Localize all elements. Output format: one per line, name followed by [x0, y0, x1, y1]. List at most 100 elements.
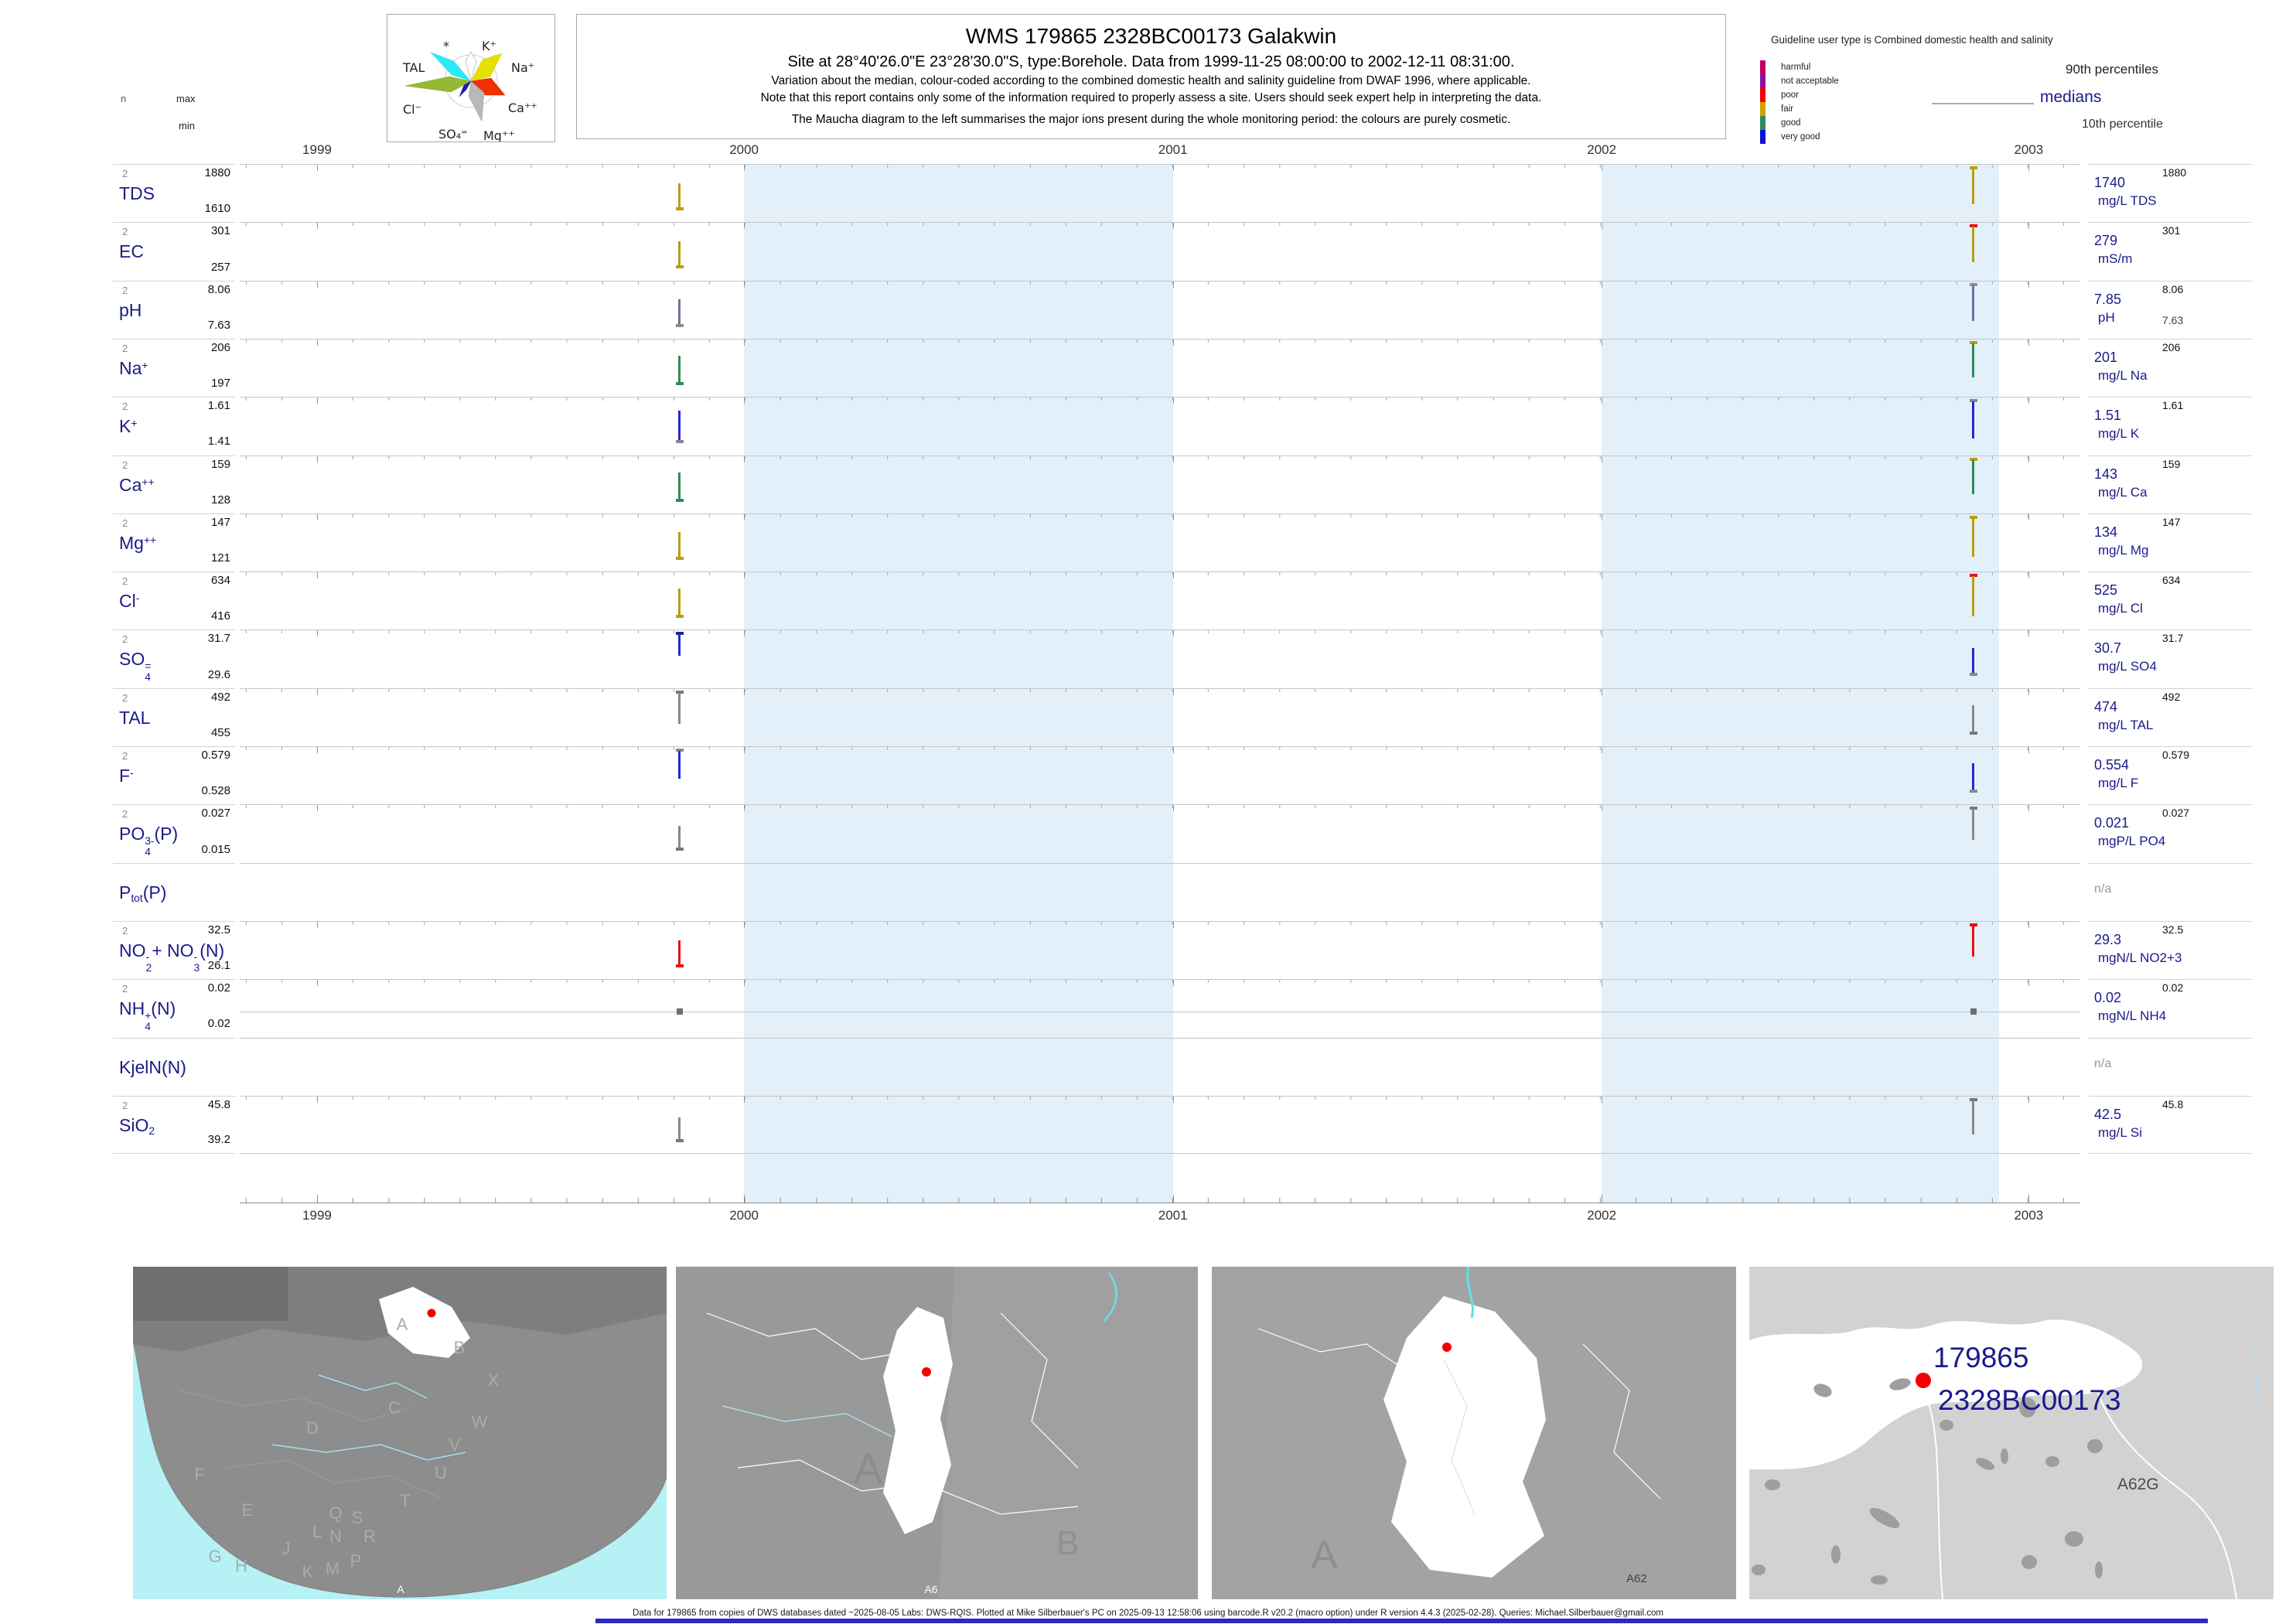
- site-line: Site at 28°40'26.0"E 23°28'30.0"S, type:…: [787, 53, 1515, 70]
- year-tick: [1172, 630, 1174, 637]
- sample-count: 2: [122, 575, 128, 588]
- max-value: 634: [210, 574, 230, 588]
- year-tick: [316, 747, 318, 753]
- maucha-lobe-k: [465, 51, 477, 83]
- legend-medians: medians: [2040, 88, 2102, 106]
- map-catchment-a62: A A62: [1212, 1267, 1736, 1599]
- sample-marker-line: [1972, 1100, 1975, 1134]
- maucha-lobe-cl: [404, 76, 472, 93]
- year-tick: [2028, 397, 2030, 404]
- year-tick: [2028, 339, 2030, 346]
- sample-marker-line: [1972, 169, 1975, 204]
- year-tick: [316, 805, 318, 812]
- min-value: 29.6: [207, 667, 230, 681]
- year-tick: [744, 1096, 745, 1103]
- median-value: 1.51: [2094, 408, 2122, 424]
- year-tick: [316, 281, 318, 288]
- region-letter-b: B: [1056, 1524, 1079, 1562]
- month-ticks: [240, 223, 2080, 227]
- sample-count: 2: [122, 691, 128, 704]
- river: [271, 1444, 466, 1461]
- sample-marker-cap: [1969, 166, 1977, 169]
- year-tick: [316, 921, 318, 928]
- maucha-lobe-so4: [459, 80, 472, 97]
- year-tick: [2028, 1096, 2030, 1103]
- year-tick: [316, 1096, 318, 1103]
- sample-marker-cap: [675, 556, 684, 560]
- sample-marker-cap: [1969, 457, 1977, 461]
- drainage-letter-W: W: [472, 1412, 488, 1431]
- catchment-boundary: [706, 1312, 909, 1360]
- min-value: 0.528: [201, 784, 230, 798]
- map-corner-shade: [133, 1267, 288, 1321]
- month-ticks: [240, 980, 2080, 984]
- x-axis-year-tick: [744, 1195, 745, 1203]
- sample-marker-cap: [1969, 790, 1977, 793]
- unit-label: mg/L Mg: [2098, 542, 2149, 558]
- month-ticks: [240, 805, 2080, 809]
- region-boundary: [179, 1390, 412, 1422]
- param-strip-TAL: [240, 687, 2080, 746]
- row-left-labels-EC: EC 2 301 257: [113, 222, 235, 280]
- unit-label: mg/L F: [2098, 776, 2139, 790]
- row-left-labels-SO4: SO = 4 2 31.7 29.6: [113, 629, 235, 687]
- median-value: 0.554: [2094, 757, 2130, 773]
- min-value: 0.02: [207, 1017, 230, 1031]
- sample-count: 2: [122, 168, 128, 179]
- sample-count: 2: [122, 924, 128, 937]
- min-value-right: 7.63: [2162, 313, 2184, 326]
- row-left-labels-pH: pH 2 8.06 7.63: [113, 280, 235, 339]
- min-value: 257: [210, 260, 230, 274]
- sample-marker-dot: [676, 1008, 683, 1015]
- maucha-lobe-mg: [468, 80, 485, 122]
- legend-90th-percentiles: 90th percentiles: [2066, 62, 2159, 77]
- year-tick: [316, 397, 318, 404]
- param-label-SiO2: SiO2: [119, 1114, 155, 1137]
- row-left-labels-NH4: NH +4 (N) 2 0.02 0.02: [113, 979, 235, 1037]
- year-tick: [1172, 397, 1174, 404]
- maucha-ion-label: TAL: [402, 60, 425, 75]
- maucha-ion-label: Mg⁺⁺: [483, 128, 515, 142]
- sample-marker-line: [678, 826, 681, 850]
- year-label-bottom-2000: 2000: [729, 1208, 759, 1223]
- sample-marker-line: [678, 692, 681, 724]
- drainage-letter-X: X: [488, 1370, 500, 1390]
- drainage-letter-K: K: [302, 1562, 314, 1581]
- min-value: 197: [210, 377, 230, 391]
- max-value-right: 0.027: [2162, 807, 2190, 820]
- year-tick: [316, 980, 318, 987]
- sample-marker-cap: [675, 207, 684, 210]
- catchment-code: A62G: [2117, 1476, 2159, 1493]
- year-label-top-2000: 2000: [729, 142, 759, 157]
- stream: [2151, 1267, 2258, 1407]
- note-disclaimer: Note that this report contains only some…: [760, 91, 1542, 104]
- row-right-labels-Ca: 159 143 mg/L Ca: [2088, 455, 2252, 513]
- year-tick: [1172, 921, 1174, 928]
- map-south-africa: A B X W C VU T SQ R D F E L N J G H K M P A: [133, 1267, 667, 1599]
- max-value: 147: [210, 515, 230, 529]
- year-tick: [1172, 747, 1174, 753]
- quality-class-label: good: [1781, 118, 1801, 128]
- x-axis-year-tick: [1172, 1195, 1174, 1203]
- unit-label: mg/L TDS: [2098, 193, 2157, 208]
- year-tick: [316, 339, 318, 346]
- bottom-blue-strip: [595, 1619, 2208, 1623]
- maucha-ion-label: *: [443, 39, 449, 53]
- month-ticks: [240, 165, 2080, 168]
- param-strip-Na: [240, 338, 2080, 397]
- row-left-labels-TAL: TAL 2 492 455: [113, 687, 235, 746]
- legend-median-line: [1932, 103, 2034, 104]
- sample-marker-cap: [675, 964, 684, 967]
- max-value: 492: [210, 690, 230, 704]
- min-value: 39.2: [207, 1133, 230, 1147]
- max-value: 8.06: [207, 282, 230, 296]
- maucha-ion-label: K⁺: [482, 39, 496, 53]
- month-ticks: [240, 572, 2080, 576]
- year-tick: [2028, 747, 2030, 753]
- year-tick: [2028, 455, 2030, 462]
- max-value-right: 1880: [2162, 166, 2187, 179]
- param-strip-pH: [240, 280, 2080, 339]
- drainage-letter-J: J: [282, 1539, 291, 1558]
- year-tick: [316, 513, 318, 520]
- drainage-letter-T: T: [400, 1491, 410, 1510]
